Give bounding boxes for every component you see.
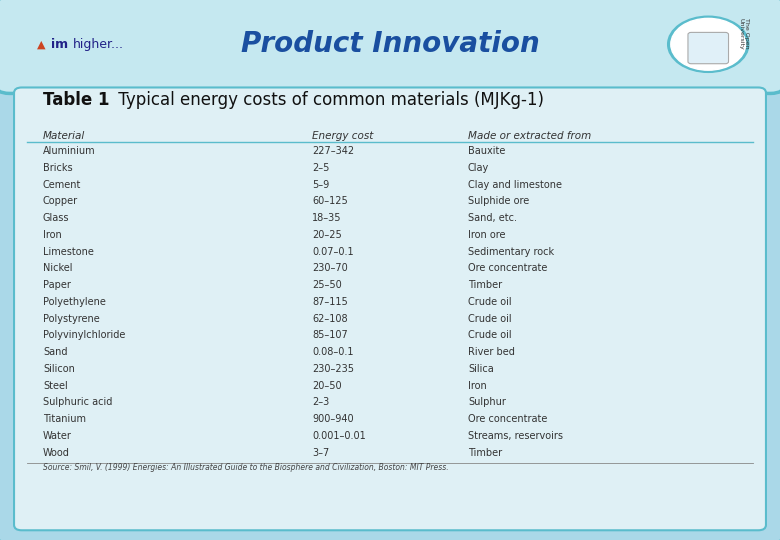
Text: Sulphur: Sulphur <box>468 397 506 407</box>
Text: 2–3: 2–3 <box>312 397 329 407</box>
Text: Ore concentrate: Ore concentrate <box>468 414 548 424</box>
Text: Table 1: Table 1 <box>43 91 109 109</box>
Text: River bed: River bed <box>468 347 515 357</box>
Text: Titanium: Titanium <box>43 414 86 424</box>
Text: 0.08–0.1: 0.08–0.1 <box>312 347 353 357</box>
Text: 227–342: 227–342 <box>312 146 354 156</box>
Text: Aluminium: Aluminium <box>43 146 95 156</box>
Text: 900–940: 900–940 <box>312 414 353 424</box>
Text: Typical energy costs of common materials (MJKg-1): Typical energy costs of common materials… <box>113 91 544 109</box>
Text: Polystyrene: Polystyrene <box>43 314 100 323</box>
Text: Sulphuric acid: Sulphuric acid <box>43 397 112 407</box>
Text: Steel: Steel <box>43 381 68 390</box>
Text: The Open
University: The Open University <box>739 18 750 49</box>
Text: 62–108: 62–108 <box>312 314 348 323</box>
Text: higher...: higher... <box>73 38 123 51</box>
FancyBboxPatch shape <box>0 0 780 93</box>
Text: 0.07–0.1: 0.07–0.1 <box>312 247 353 256</box>
Text: Timber: Timber <box>468 448 502 457</box>
Text: 60–125: 60–125 <box>312 197 348 206</box>
Text: Glass: Glass <box>43 213 69 223</box>
Text: Polyethylene: Polyethylene <box>43 297 106 307</box>
Text: Paper: Paper <box>43 280 71 290</box>
Text: Water: Water <box>43 431 72 441</box>
Text: Ore concentrate: Ore concentrate <box>468 264 548 273</box>
Text: Energy cost: Energy cost <box>312 131 374 140</box>
Text: Sand, etc.: Sand, etc. <box>468 213 517 223</box>
Text: Copper: Copper <box>43 197 78 206</box>
Text: Crude oil: Crude oil <box>468 330 512 340</box>
Text: im: im <box>51 38 68 51</box>
Text: Product Innovation: Product Innovation <box>240 30 540 58</box>
Text: ▲: ▲ <box>37 39 46 49</box>
Text: Sulphide ore: Sulphide ore <box>468 197 530 206</box>
Text: Streams, reservoirs: Streams, reservoirs <box>468 431 563 441</box>
Text: Clay: Clay <box>468 163 489 173</box>
Text: Silicon: Silicon <box>43 364 75 374</box>
Text: 5–9: 5–9 <box>312 180 329 190</box>
Text: 20–50: 20–50 <box>312 381 342 390</box>
Text: Bauxite: Bauxite <box>468 146 505 156</box>
Text: Silica: Silica <box>468 364 494 374</box>
Text: Nickel: Nickel <box>43 264 73 273</box>
Text: 85–107: 85–107 <box>312 330 348 340</box>
Text: 87–115: 87–115 <box>312 297 348 307</box>
Text: 230–70: 230–70 <box>312 264 348 273</box>
FancyBboxPatch shape <box>688 32 729 64</box>
Text: Source: Smil, V. (1999) Energies: An Illustrated Guide to the Biosphere and Civi: Source: Smil, V. (1999) Energies: An Ill… <box>43 463 448 471</box>
Text: 20–25: 20–25 <box>312 230 342 240</box>
Text: Material: Material <box>43 131 85 140</box>
Text: 3–7: 3–7 <box>312 448 329 457</box>
Text: 25–50: 25–50 <box>312 280 342 290</box>
Text: Wood: Wood <box>43 448 69 457</box>
Text: Clay and limestone: Clay and limestone <box>468 180 562 190</box>
Text: Sedimentary rock: Sedimentary rock <box>468 247 554 256</box>
Text: Limestone: Limestone <box>43 247 94 256</box>
Text: Crude oil: Crude oil <box>468 314 512 323</box>
Text: Iron ore: Iron ore <box>468 230 505 240</box>
Text: Crude oil: Crude oil <box>468 297 512 307</box>
Text: Sand: Sand <box>43 347 67 357</box>
Text: 230–235: 230–235 <box>312 364 354 374</box>
Text: Cement: Cement <box>43 180 81 190</box>
Text: Iron: Iron <box>43 230 62 240</box>
Text: Timber: Timber <box>468 280 502 290</box>
FancyBboxPatch shape <box>14 87 766 530</box>
Circle shape <box>671 18 746 70</box>
Text: 18–35: 18–35 <box>312 213 342 223</box>
Text: Bricks: Bricks <box>43 163 73 173</box>
Text: 2–5: 2–5 <box>312 163 329 173</box>
Text: 0.001–0.01: 0.001–0.01 <box>312 431 366 441</box>
Text: Iron: Iron <box>468 381 487 390</box>
Text: Polyvinylchloride: Polyvinylchloride <box>43 330 126 340</box>
Circle shape <box>668 16 749 72</box>
Text: Made or extracted from: Made or extracted from <box>468 131 591 140</box>
